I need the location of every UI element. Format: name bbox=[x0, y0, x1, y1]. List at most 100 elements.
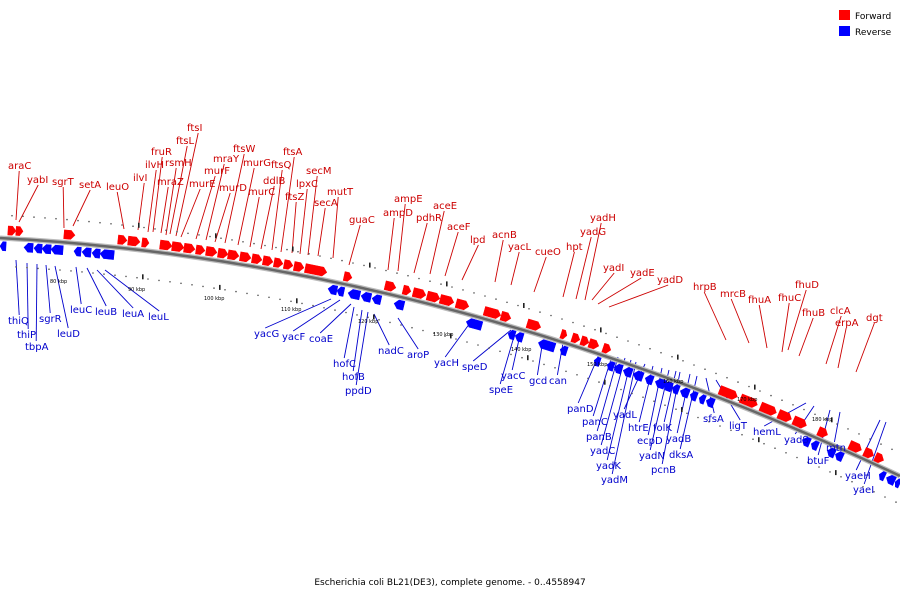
reverse-gene-arrow bbox=[360, 292, 373, 303]
scale-dot bbox=[286, 248, 288, 251]
scale-dot bbox=[829, 471, 831, 473]
reverse-gene-label: leuL bbox=[148, 312, 169, 323]
scale-tick bbox=[138, 222, 140, 228]
scale-dot bbox=[235, 290, 237, 293]
scale-dot bbox=[792, 404, 794, 406]
kbp-scale-labels: 80 kbp 90 kbp 100 kbp 110 kbp 120 kbp 130 kbp… bbox=[50, 279, 832, 423]
leader-line bbox=[96, 269, 134, 309]
reverse-gene-arrow bbox=[662, 381, 674, 393]
leader-line bbox=[292, 299, 341, 332]
reverse-gene-label: speD bbox=[462, 362, 488, 373]
reverse-gene-label: yacH bbox=[434, 358, 459, 369]
legend-reverse-label: Reverse bbox=[855, 28, 892, 38]
scale-dot bbox=[561, 318, 563, 320]
reverse-gene-label: panD bbox=[567, 404, 594, 415]
forward-gene-arrow bbox=[205, 246, 218, 257]
scale-dot bbox=[840, 476, 842, 478]
leader-line bbox=[413, 222, 428, 274]
scale-dot bbox=[385, 269, 387, 272]
forward-gene-label: aceE bbox=[433, 201, 457, 212]
scale-dot bbox=[730, 429, 732, 432]
forward-gene-arrow bbox=[227, 249, 240, 261]
scale-dot bbox=[609, 385, 611, 387]
scale-dot bbox=[873, 491, 875, 493]
leader-line bbox=[137, 182, 145, 231]
scale-tick bbox=[373, 314, 375, 320]
reverse-gene-arrow bbox=[371, 294, 383, 305]
forward-gene-arrow bbox=[738, 393, 758, 408]
scale-dot bbox=[737, 381, 739, 383]
forward-gene-arrow bbox=[791, 415, 807, 429]
scale-dot bbox=[187, 232, 189, 235]
scale-dot bbox=[334, 309, 336, 311]
scale-dot bbox=[653, 400, 655, 403]
forward-gene-arrow bbox=[183, 242, 196, 254]
scale-dot bbox=[752, 438, 754, 441]
forward-gene-arrow bbox=[171, 241, 185, 252]
reverse-gene-label: leuA bbox=[122, 309, 144, 320]
reverse-gene-label: sgrR bbox=[39, 314, 62, 325]
scale-dot bbox=[176, 230, 178, 233]
leader-line bbox=[608, 284, 669, 308]
kbp-label: 100 kbp bbox=[204, 296, 224, 302]
forward-gene-label: murG bbox=[243, 158, 271, 169]
scale-dot bbox=[48, 268, 50, 271]
forward-gene-label: yadG bbox=[580, 227, 606, 238]
scale-dot bbox=[774, 447, 776, 450]
scale-dot bbox=[301, 302, 303, 305]
reverse-gene-arrow bbox=[91, 248, 101, 259]
scale-dot bbox=[495, 298, 497, 300]
reverse-gene-arrow bbox=[593, 356, 602, 367]
leader-line bbox=[72, 189, 91, 227]
scale-dot bbox=[671, 355, 673, 358]
reverse-gene-arrow bbox=[41, 244, 52, 255]
scale-tick bbox=[450, 333, 452, 339]
reverse-gene-arrow bbox=[81, 247, 92, 258]
forward-gene-arrow bbox=[117, 234, 128, 245]
reverse-gene-label: leuD bbox=[57, 329, 80, 340]
scale-dot bbox=[268, 296, 270, 299]
reverse-gene-label: htrE bbox=[628, 423, 649, 434]
scale-dot bbox=[851, 480, 853, 483]
forward-gene-label: fhuC bbox=[778, 293, 801, 304]
scale-dot bbox=[796, 456, 798, 459]
reverse-gene-arrow bbox=[654, 378, 667, 390]
forward-gene-arrow bbox=[525, 318, 542, 331]
forward-gene-label: yadH bbox=[590, 213, 616, 224]
forward-gene-label: clcA bbox=[830, 306, 851, 317]
forward-gene-label: fhuB bbox=[802, 308, 825, 319]
legend-forward-swatch bbox=[839, 10, 850, 20]
scale-dot bbox=[726, 376, 728, 379]
leader-line bbox=[397, 203, 406, 272]
kbp-label: 80 kbp bbox=[50, 279, 67, 285]
scale-dot bbox=[587, 377, 589, 380]
reverse-gene-label: hofC bbox=[333, 359, 356, 370]
scale-tick bbox=[369, 262, 371, 268]
leader-line bbox=[355, 311, 369, 386]
leader-line bbox=[591, 272, 615, 301]
scale-dot bbox=[319, 255, 321, 257]
leader-line bbox=[373, 313, 390, 346]
leader-line bbox=[35, 263, 38, 342]
forward-gene-label: ilvH bbox=[145, 160, 164, 171]
scale-tick bbox=[600, 327, 602, 333]
leader-line bbox=[271, 169, 283, 251]
scale-tick bbox=[681, 407, 683, 413]
scale-tick bbox=[215, 233, 217, 239]
scale-dot bbox=[356, 314, 358, 316]
forward-gene-arrow bbox=[601, 342, 612, 354]
leader-line bbox=[781, 302, 790, 353]
leader-line bbox=[319, 303, 352, 334]
leader-line bbox=[15, 170, 20, 221]
forward-gene-label: cueO bbox=[535, 247, 561, 258]
scale-dot bbox=[26, 266, 28, 269]
leader-line bbox=[397, 317, 419, 350]
forward-gene-arrow bbox=[304, 263, 328, 277]
scale-dot bbox=[125, 275, 127, 278]
leader-line bbox=[597, 277, 642, 305]
forward-gene-label: hrpB bbox=[693, 282, 717, 293]
leader-line bbox=[116, 191, 125, 230]
scale-dot bbox=[165, 229, 167, 232]
reverse-gene-arrow bbox=[336, 286, 346, 297]
scale-dot bbox=[543, 363, 545, 366]
